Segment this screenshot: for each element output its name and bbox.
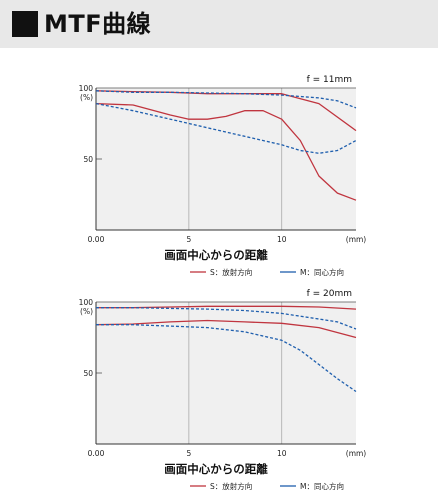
x-axis-title: 画面中心からの距離 [164,248,268,262]
mtf-chart-2-svg: 100(%) 50 0.00 5 10 (mm) f = 20mm 画面中心からの距離 S：放射… [0,282,438,496]
mtf-chart-1: 100 (%) 50 0.00 5 10 (mm) f = 11mm 画面中心からの距離 S：放射… [0,68,438,278]
x-tick-label-0: 0.00 [88,235,105,244]
legend-label-sagittal: S：放射方向 [210,267,252,277]
header-bar: MTF曲線 [0,0,438,48]
mtf-chart-2: 100 (%) 50 0.00 5 10 (mm) f = 20mm 画面中心からの距離 S：放射… [0,282,438,496]
y-unit-label: (%) [80,93,93,102]
x-tick-label-10: 10 [277,449,287,458]
x-tick-label-5: 5 [186,449,191,458]
plot-area [96,88,356,230]
page-title: MTF曲線 [44,4,151,44]
y-tick-label-100: 100 [79,298,94,307]
x-tick-label-0: 0.00 [88,449,105,458]
x-axis-title: 画面中心からの距離 [164,462,268,476]
x-unit-label: (mm) [346,449,367,458]
x-unit-label: (mm) [346,235,367,244]
legend-label-meridional: M：同心方向 [300,481,344,491]
y-tick-label-50: 50 [83,369,93,378]
x-tick-label-5: 5 [186,235,191,244]
legend-label-meridional: M：同心方向 [300,267,344,277]
chart-title: f = 11mm [307,75,352,85]
legend-label-sagittal: S：放射方向 [210,481,252,491]
bullet-square-icon [12,11,38,37]
y-tick-label-50: 50 [83,155,93,164]
y-tick-label-100: 100 [79,84,94,93]
x-tick-label-10: 10 [277,235,287,244]
chart-title: f = 20mm [307,289,352,299]
mtf-chart-1-svg: 100(%) 50 0.00 5 10 (mm) f = 11mm 画面中心からの距離 S：放射… [0,68,438,278]
y-unit-label: (%) [80,307,93,316]
